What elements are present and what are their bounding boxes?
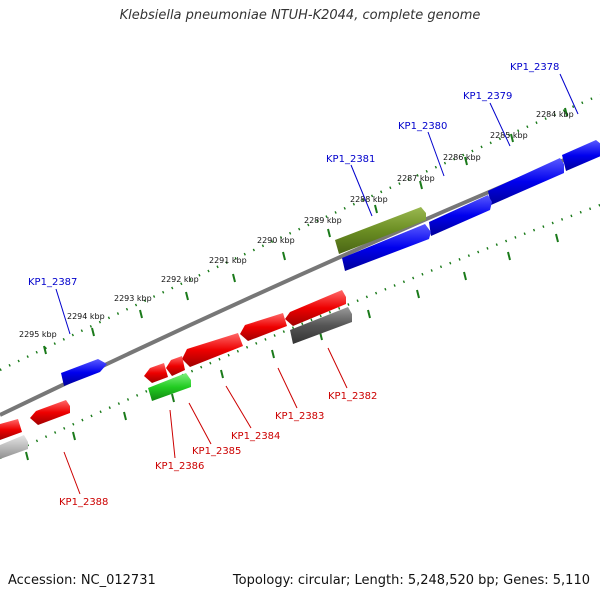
gene-arrow-red[interactable] [30,400,70,425]
gene-label: KP1_2386 [155,461,204,472]
gene-arrow-red[interactable] [240,313,287,341]
gene-arrow-blue[interactable] [61,359,107,386]
gene-arrow-olive[interactable] [335,207,426,254]
gene-arrow-red[interactable] [0,419,22,440]
gene-arrow-blue[interactable] [488,158,564,205]
gene-arrow-blue[interactable] [429,195,492,236]
scale-label: 2291 kbp [209,256,247,265]
scale-label: 2286 kbp [443,153,481,162]
gene-features[interactable] [0,140,600,459]
gene-arrow-blue[interactable] [342,224,431,271]
gene-arrow-red[interactable] [285,290,346,326]
scale-label: 2292 kbp [161,275,199,284]
genome-info-text: Topology: circular; Length: 5,248,520 bp… [232,573,590,588]
gene-arrow-green[interactable] [148,373,191,401]
scale-label: 2295 kbp [19,330,57,339]
gene-label: KP1_2385 [192,446,241,457]
gene-labels: KP1_2378 KP1_2379 KP1_2380 KP1_2381 KP1_… [28,62,559,508]
inner-tick-ring [0,203,600,460]
gene-label: KP1_2381 [326,154,375,165]
scale-label: 2287 kbp [397,174,435,183]
scale-labels: 2284 kbp 2285 kbp 2286 kbp 2287 kbp 2288… [19,110,574,339]
scale-label: 2293 kbp [114,294,152,303]
label-leader-lines [55,73,579,495]
scale-label: 2294 kbp [67,312,105,321]
gene-label: KP1_2384 [231,431,280,442]
scale-label: 2289 kbp [304,216,342,225]
gene-label: KP1_2378 [510,62,559,73]
gene-arrow-light-gray[interactable] [0,435,28,459]
gene-arrow-blue[interactable] [562,140,600,171]
outer-major-ticks [43,107,568,355]
inner-major-ticks [25,233,559,461]
gene-label: KP1_2383 [275,411,324,422]
gene-label: KP1_2387 [28,277,77,288]
gene-arrow-dark-gray[interactable] [290,307,352,344]
gene-arrow-red[interactable] [166,356,185,376]
scale-label: 2284 kbp [536,110,574,119]
gene-label: KP1_2380 [398,121,447,132]
gene-arrow-red[interactable] [144,363,168,383]
scale-label: 2288 kbp [350,195,388,204]
map-title: Klebsiella pneumoniae NTUH-K2044, comple… [119,8,481,23]
accession-text: Accession: NC_012731 [8,573,156,588]
gene-label: KP1_2382 [328,391,377,402]
gene-arrow-red[interactable] [182,333,243,367]
scale-label: 2285 kbp [490,131,528,140]
scale-label: 2290 kbp [257,236,295,245]
gene-label: KP1_2379 [463,91,512,102]
gene-label: KP1_2388 [59,497,108,508]
